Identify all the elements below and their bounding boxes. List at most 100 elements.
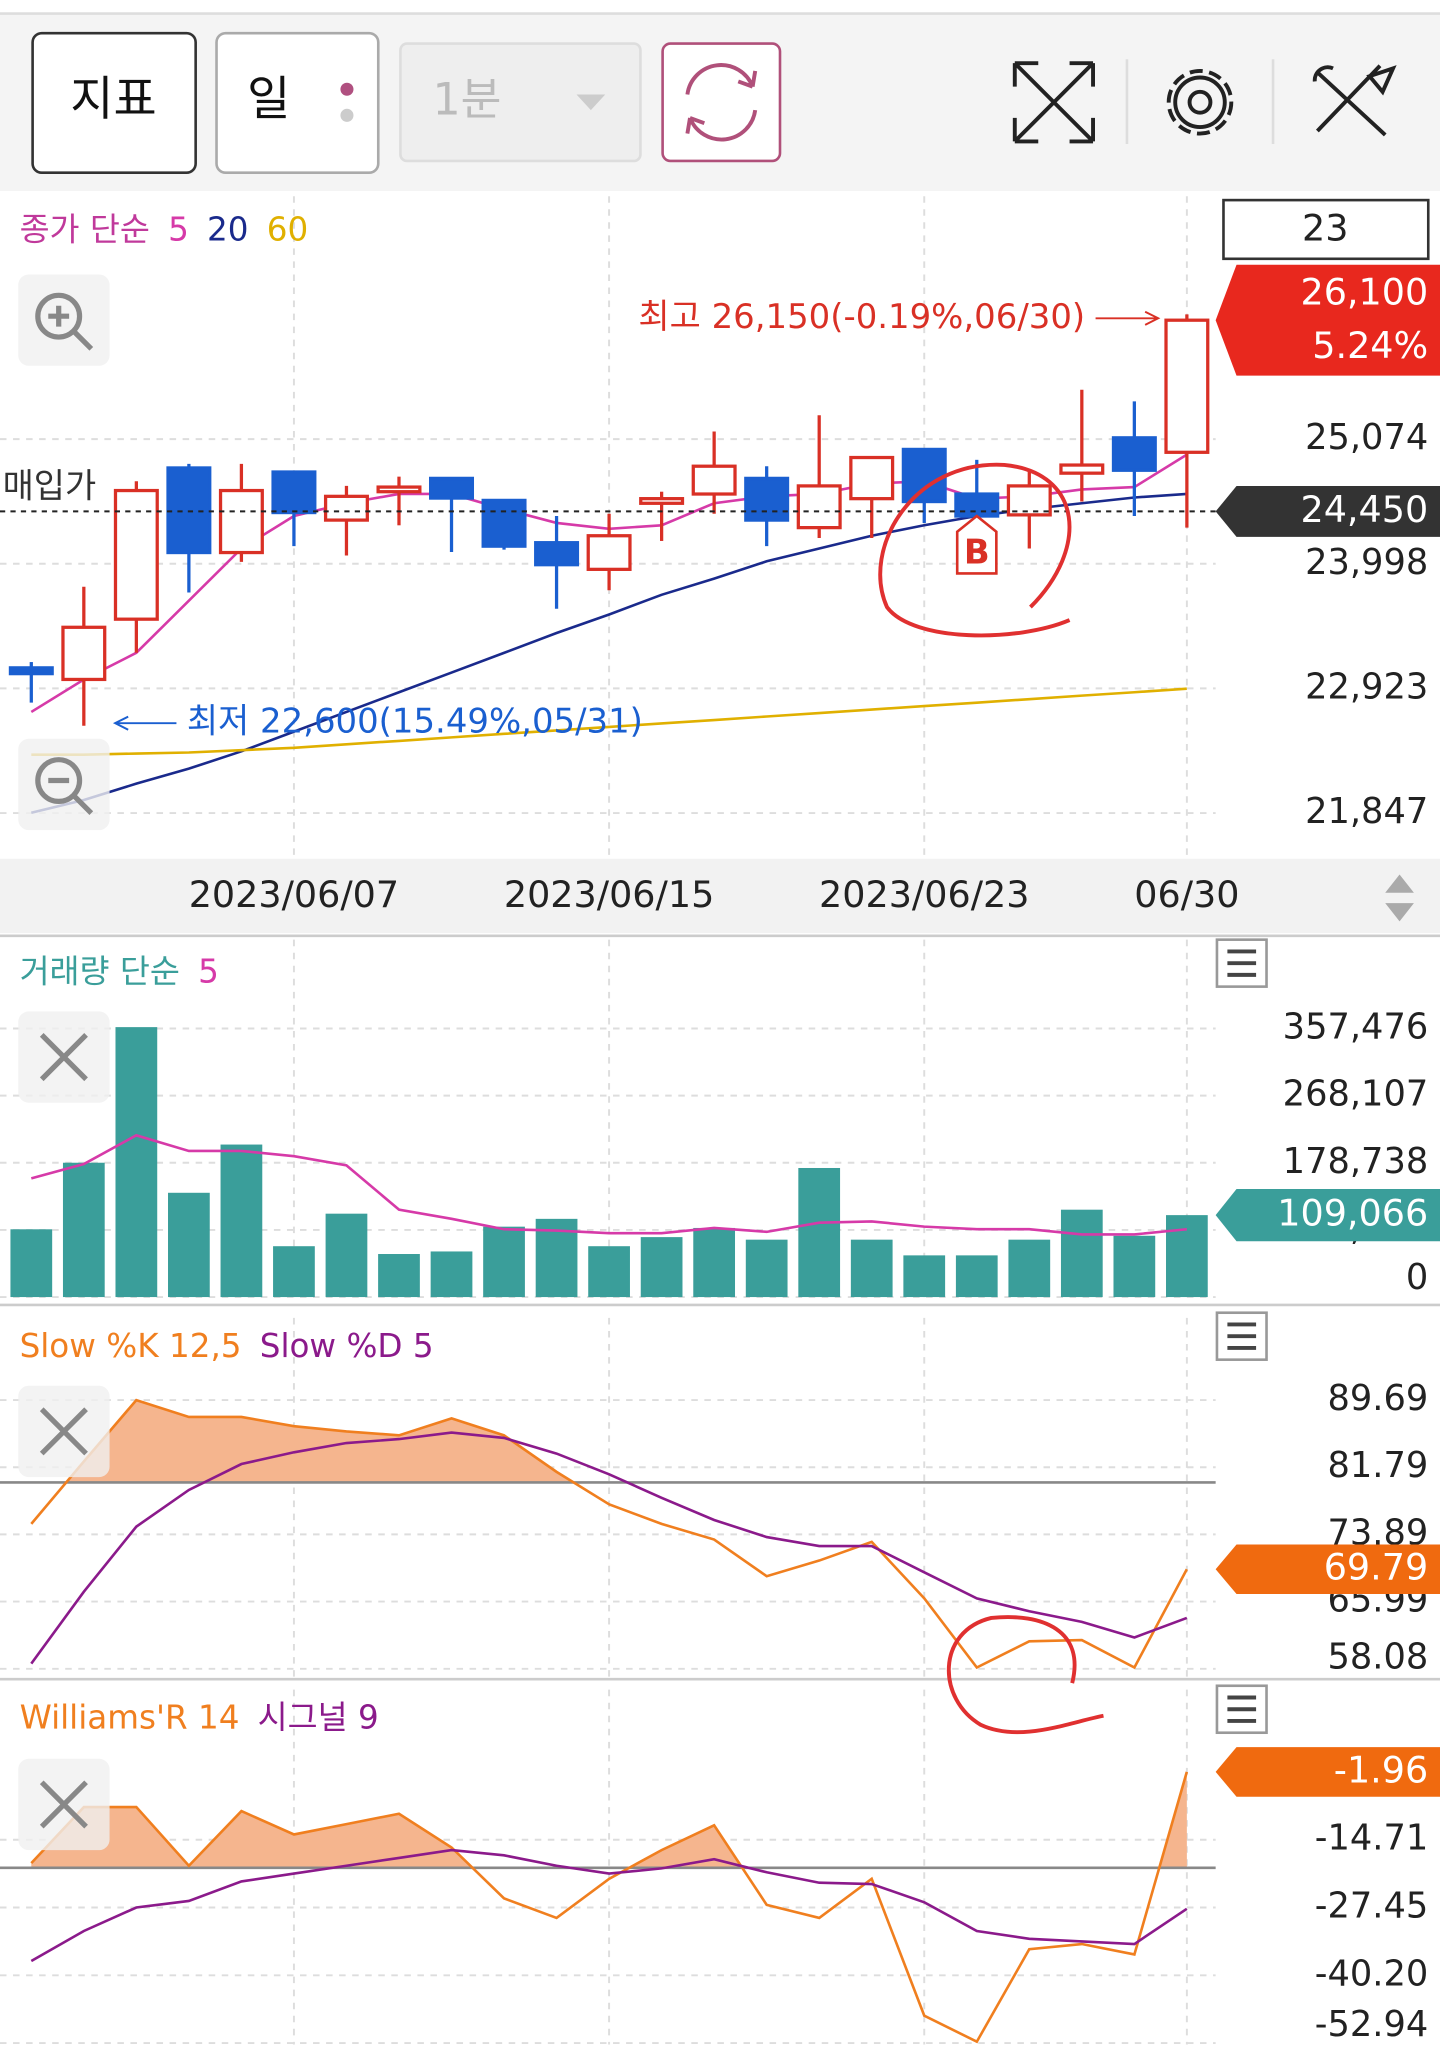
purchase-label: 매입가	[3, 466, 97, 505]
legend-entry: Slow %D 5	[260, 1327, 434, 1365]
candle-body	[271, 470, 317, 515]
panel-title: 거래량 단순 5	[20, 953, 219, 991]
zoom-out-button[interactable]	[18, 738, 110, 831]
panel-title: 종가 단순 5 20 60	[20, 210, 309, 248]
overbought-fill	[31, 1400, 1187, 1483]
candle-body	[429, 476, 475, 500]
legend-entry: 20	[207, 210, 248, 248]
volume-bar	[850, 1239, 893, 1298]
hand-drawn-circle	[946, 1615, 1104, 1735]
y-tick-label: 0	[1406, 1257, 1428, 1298]
gear-teeth	[1166, 69, 1234, 136]
close-stochastic[interactable]	[18, 1385, 110, 1478]
y-tick-label: 357,476	[1283, 1006, 1429, 1047]
volume-bar	[745, 1239, 788, 1298]
zoom-in-button[interactable]	[18, 274, 110, 366]
menu-volume[interactable]	[1215, 938, 1268, 988]
purchase-price-tag	[1215, 485, 1440, 537]
close-icon	[39, 1033, 88, 1082]
candle-body	[901, 447, 947, 504]
y-tick-label: 81.79	[1327, 1445, 1428, 1486]
indicator-button[interactable]: 지표	[31, 31, 197, 175]
buy-marker	[955, 514, 998, 575]
bar-count: 23	[1302, 207, 1348, 250]
volume-bar	[903, 1255, 946, 1298]
legend-entry: Williams'R 14	[20, 1699, 240, 1737]
period-button[interactable]: 일	[215, 31, 380, 175]
candle-body	[1111, 436, 1157, 472]
button-frame	[18, 738, 110, 831]
panel-title: Slow %K 12,5 Slow %D 5	[20, 1327, 434, 1365]
close-icon	[39, 1780, 88, 1829]
close-icon	[39, 1407, 88, 1456]
candle-body	[1059, 463, 1105, 475]
candle-body	[113, 488, 159, 621]
candle-body	[691, 464, 737, 496]
x-tick-label: 06/30	[1134, 873, 1239, 916]
volume-bar	[1166, 1215, 1208, 1298]
x-tick-label: 2023/06/15	[504, 873, 714, 916]
menu-williams[interactable]	[1215, 1684, 1268, 1735]
title-text: 거래량 단순	[20, 953, 180, 991]
candle-body	[61, 625, 107, 682]
legend-entry: 시그널 9	[258, 1699, 379, 1737]
volume-bar	[10, 1229, 53, 1298]
candle-body	[8, 666, 54, 676]
y-tick-label: 21,847	[1305, 791, 1428, 832]
volume-bar	[1113, 1235, 1156, 1298]
low-annotation: 최저 22,600(15.49%,05/31)	[187, 702, 643, 741]
legend-entry: 60	[267, 210, 308, 248]
indicator-line	[30, 1848, 1188, 1963]
y-tick-label: 178,738	[1283, 1141, 1429, 1182]
y-tick-label: 58.08	[1327, 1636, 1428, 1677]
candle-body	[481, 498, 527, 548]
candle-body	[534, 541, 580, 567]
button-label: 지표	[70, 72, 156, 127]
indicator-line	[30, 1431, 1188, 1665]
y-tick-label: -52.94	[1315, 2004, 1428, 2045]
volume-bar	[1060, 1209, 1103, 1298]
last-volume-label: 109,066	[1277, 1192, 1428, 1235]
close-williams[interactable]	[18, 1758, 110, 1851]
volume-bar	[430, 1251, 473, 1298]
scroll-arrows[interactable]	[1385, 874, 1414, 922]
menu-icon	[1227, 1695, 1257, 1723]
volume-moving-average	[30, 1133, 1187, 1236]
buy-marker-label: B	[964, 532, 990, 571]
fullscreen-button[interactable]	[1012, 61, 1095, 144]
refresh-button[interactable]	[661, 42, 782, 163]
settings-button[interactable]	[1166, 69, 1234, 136]
menu-icon	[1227, 949, 1257, 977]
dropdown-frame	[399, 42, 642, 163]
panel-title: Williams'R 14 시그널 9	[20, 1699, 379, 1737]
volume-bar	[325, 1213, 368, 1298]
volume-bar	[115, 1027, 158, 1298]
y-tick-label: 268,107	[1283, 1074, 1429, 1115]
interval-dropdown[interactable]: 1분	[399, 42, 642, 163]
last-value-tag	[1215, 1544, 1440, 1595]
candle-body	[639, 497, 685, 505]
y-tick-label: 23,998	[1305, 542, 1428, 583]
candle-body	[744, 476, 790, 522]
marks: 25,074 23,998 22,923 21,847 2023/06/07 2023/0…	[0, 264, 1440, 2045]
candle-body	[166, 466, 212, 555]
volume-bar	[1008, 1239, 1051, 1298]
volume-bar	[273, 1246, 315, 1298]
y-tick-label: -40.20	[1315, 1953, 1428, 1994]
change-label: 5.24%	[1312, 324, 1428, 367]
legend-entry: 5	[198, 953, 219, 991]
button-frame	[661, 42, 782, 163]
indicator-line	[30, 1398, 1188, 1670]
bar-count-box[interactable]	[1222, 198, 1430, 261]
volume-bar	[168, 1192, 210, 1298]
menu-stochastic[interactable]	[1215, 1311, 1268, 1361]
tools-button[interactable]	[1312, 64, 1397, 137]
gear-hub	[1187, 89, 1213, 115]
close-volume[interactable]	[18, 1011, 110, 1103]
dot	[340, 82, 354, 96]
overbought-fill	[31, 1771, 1187, 1868]
candle-body	[1006, 484, 1052, 517]
volume-bar	[378, 1254, 420, 1298]
